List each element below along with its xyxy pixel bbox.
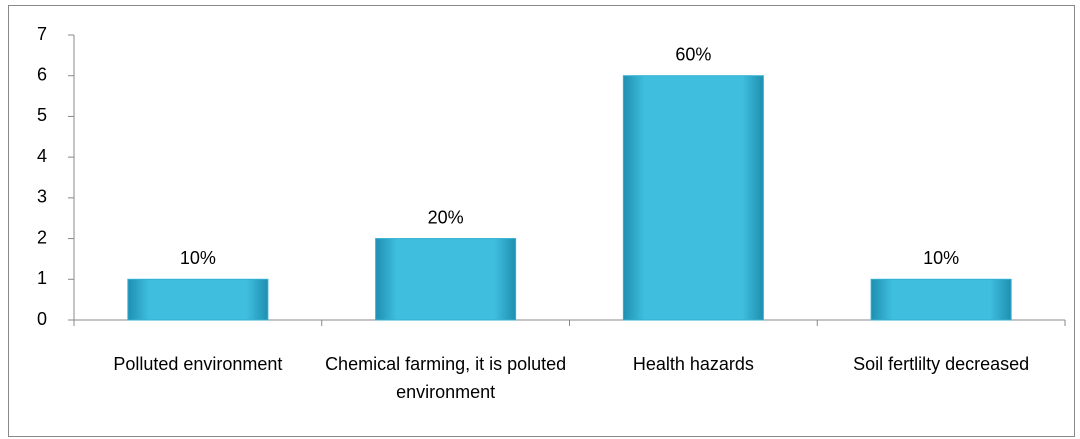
y-tick-label: 0 bbox=[37, 309, 47, 329]
y-tick-label: 3 bbox=[37, 187, 47, 207]
y-tick-label: 1 bbox=[37, 268, 47, 288]
y-tick-label: 4 bbox=[37, 146, 47, 166]
bar bbox=[870, 278, 1012, 321]
bar bbox=[622, 75, 764, 321]
x-tick-label: Health hazards bbox=[632, 354, 754, 374]
y-tick-label: 2 bbox=[37, 227, 47, 247]
y-tick-label: 6 bbox=[37, 64, 47, 84]
x-tick-label: Polluted environment bbox=[113, 354, 283, 374]
y-tick-label: 7 bbox=[37, 24, 47, 44]
data-label: 60% bbox=[675, 44, 711, 64]
bar bbox=[375, 238, 517, 321]
bar bbox=[127, 278, 269, 321]
data-label: 10% bbox=[180, 248, 216, 268]
x-tick-label: Chemical farming, it is poluted environm… bbox=[325, 354, 567, 402]
data-label: 20% bbox=[428, 207, 464, 227]
data-label: 10% bbox=[923, 248, 959, 268]
chart-frame bbox=[8, 5, 1075, 437]
y-tick-label: 5 bbox=[37, 105, 47, 125]
x-tick-label: Soil fertlilty decreased bbox=[853, 354, 1030, 374]
